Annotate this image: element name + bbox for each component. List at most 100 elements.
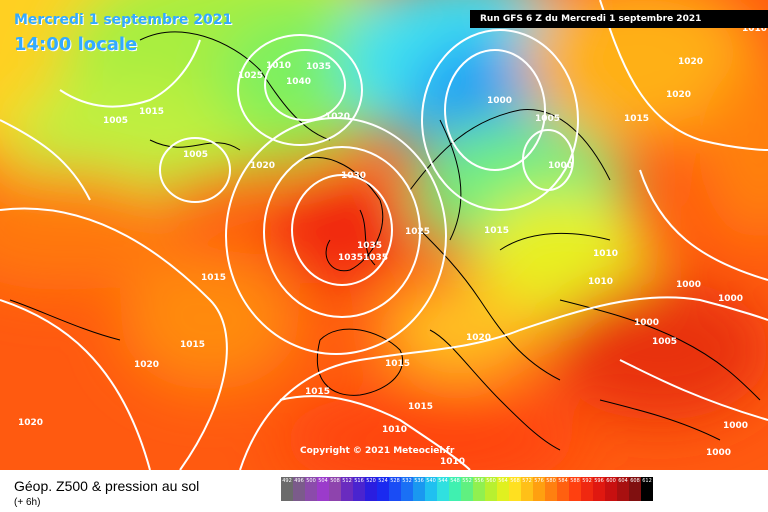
scale-swatch: 508 bbox=[329, 477, 341, 501]
scale-swatch: 584 bbox=[557, 477, 569, 501]
isobar-label: 1035 bbox=[338, 253, 363, 263]
scale-value: 576 bbox=[534, 478, 544, 484]
scale-value: 608 bbox=[630, 478, 640, 484]
scale-value: 504 bbox=[318, 478, 328, 484]
isobar-label: 1035 bbox=[363, 253, 388, 263]
scale-value: 540 bbox=[426, 478, 436, 484]
scale-swatch: 564 bbox=[497, 477, 509, 501]
scale-swatch: 560 bbox=[485, 477, 497, 501]
scale-swatch: 556 bbox=[473, 477, 485, 501]
scale-swatch: 544 bbox=[437, 477, 449, 501]
colour-scale: 492 496 500 504 508 512 516 520 524 528 532 536 540 5… bbox=[281, 477, 653, 501]
isobar-label: 1020 bbox=[666, 90, 691, 100]
isobar-label: 1030 bbox=[341, 171, 366, 181]
run-info: Run GFS 6 Z du Mercredi 1 septembre 2021 bbox=[470, 10, 768, 28]
isobar-label: 1010 bbox=[588, 277, 613, 287]
geopotential-field: 1020102010101015103510401010102510151005… bbox=[0, 0, 768, 470]
isobar-label: 1035 bbox=[306, 62, 331, 72]
isobar-label: 1000 bbox=[548, 161, 573, 171]
scale-swatch: 548 bbox=[449, 477, 461, 501]
isobar-label: 1015 bbox=[201, 273, 226, 283]
scale-swatch: 600 bbox=[605, 477, 617, 501]
scale-swatch: 500 bbox=[305, 477, 317, 501]
isobar-label: 1000 bbox=[706, 448, 731, 458]
scale-value: 516 bbox=[354, 478, 364, 484]
isobar-label: 1040 bbox=[286, 77, 311, 87]
legend-bar: Géop. Z500 & pression au sol (+ 6h) 492 4… bbox=[0, 470, 768, 512]
isobar-label: 1000 bbox=[718, 294, 743, 304]
isobar-label: 1015 bbox=[385, 359, 410, 369]
isobar-label: 1000 bbox=[723, 421, 748, 431]
scale-swatch: 572 bbox=[521, 477, 533, 501]
isobar-label: 1020 bbox=[250, 161, 275, 171]
scale-swatch: 604 bbox=[617, 477, 629, 501]
isobar-label: 1020 bbox=[134, 360, 159, 370]
scale-value: 612 bbox=[642, 478, 652, 484]
isobar-label: 1005 bbox=[103, 116, 128, 126]
scale-swatch: 532 bbox=[401, 477, 413, 501]
scale-swatch: 520 bbox=[365, 477, 377, 501]
scale-value: 572 bbox=[522, 478, 532, 484]
scale-swatch: 528 bbox=[389, 477, 401, 501]
isobar-label: 1010 bbox=[593, 249, 618, 259]
scale-swatch: 512 bbox=[341, 477, 353, 501]
scale-value: 568 bbox=[510, 478, 520, 484]
scale-value: 528 bbox=[390, 478, 400, 484]
scale-value: 544 bbox=[438, 478, 448, 484]
scale-swatch: 536 bbox=[413, 477, 425, 501]
isobar-label: 1020 bbox=[325, 112, 350, 122]
isobar-label: 1005 bbox=[535, 114, 560, 124]
coastlines bbox=[9, 31, 761, 451]
legend-title: Géop. Z500 & pression au sol bbox=[14, 478, 200, 494]
isobar-label: 1000 bbox=[676, 280, 701, 290]
isobar-label: 1010 bbox=[382, 425, 407, 435]
scale-value: 580 bbox=[546, 478, 556, 484]
isobar-label: 1015 bbox=[305, 387, 330, 397]
isobar-label: 1015 bbox=[180, 340, 205, 350]
scale-value: 508 bbox=[330, 478, 340, 484]
scale-value: 532 bbox=[402, 478, 412, 484]
scale-value: 592 bbox=[582, 478, 592, 484]
scale-swatch: 540 bbox=[425, 477, 437, 501]
scale-swatch: 552 bbox=[461, 477, 473, 501]
isobar-labels: 1020102010101015103510401010102510151005… bbox=[18, 24, 767, 467]
isobar-label: 1035 bbox=[357, 241, 382, 251]
isobar-lines bbox=[0, 0, 768, 470]
scale-value: 512 bbox=[342, 478, 352, 484]
scale-swatch: 568 bbox=[509, 477, 521, 501]
scale-value: 536 bbox=[414, 478, 424, 484]
isobar-label: 1010 bbox=[742, 24, 767, 34]
scale-value: 560 bbox=[486, 478, 496, 484]
isobar-label: 1010 bbox=[440, 457, 465, 467]
scale-value: 492 bbox=[282, 478, 292, 484]
scale-value: 524 bbox=[378, 478, 388, 484]
scale-swatch: 612 bbox=[641, 477, 653, 501]
scale-swatch: 576 bbox=[533, 477, 545, 501]
scale-value: 604 bbox=[618, 478, 628, 484]
scale-value: 548 bbox=[450, 478, 460, 484]
scale-swatch: 592 bbox=[581, 477, 593, 501]
scale-value: 496 bbox=[294, 478, 304, 484]
valid-date: Mercredi 1 septembre 2021 bbox=[14, 12, 233, 28]
isobar-label: 1025 bbox=[238, 71, 263, 81]
scale-swatch: 588 bbox=[569, 477, 581, 501]
isobar-label: 1000 bbox=[487, 96, 512, 106]
scale-swatch: 596 bbox=[593, 477, 605, 501]
scale-value: 520 bbox=[366, 478, 376, 484]
scale-value: 584 bbox=[558, 478, 568, 484]
scale-swatch: 524 bbox=[377, 477, 389, 501]
isobar-label: 1010 bbox=[266, 61, 291, 71]
scale-swatch: 504 bbox=[317, 477, 329, 501]
scale-value: 556 bbox=[474, 478, 484, 484]
isobar-label: 1000 bbox=[634, 318, 659, 328]
scale-value: 552 bbox=[462, 478, 472, 484]
valid-time: 14:00 locale bbox=[14, 34, 138, 55]
isobar-label: 1020 bbox=[18, 418, 43, 428]
weather-map: 1020 1020 1010 1015 1035 1040 1010 1025 1015 1005… bbox=[0, 0, 768, 470]
copyright: Copyright © 2021 Meteociel.fr bbox=[300, 446, 455, 456]
scale-swatch: 516 bbox=[353, 477, 365, 501]
isobar-label: 1015 bbox=[139, 107, 164, 117]
isobar-label: 1025 bbox=[405, 227, 430, 237]
scale-swatch: 580 bbox=[545, 477, 557, 501]
isobar-label: 1020 bbox=[466, 333, 491, 343]
